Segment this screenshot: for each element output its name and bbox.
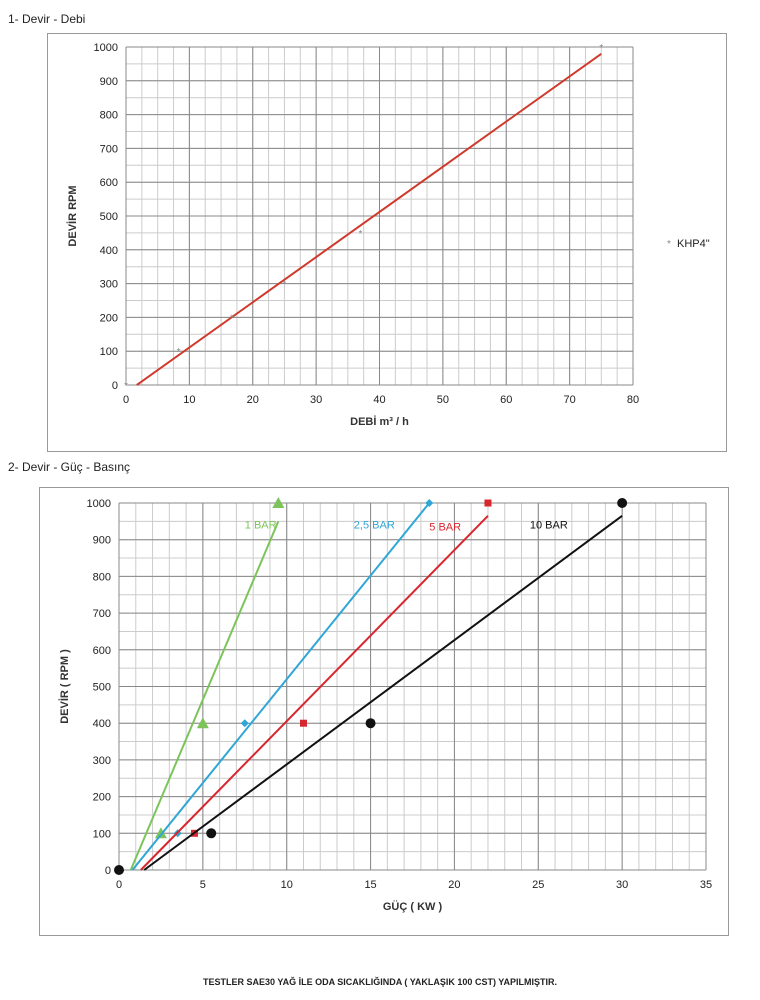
y-tick-label: 100 <box>100 346 118 358</box>
y-axis-label: DEVİR RPM <box>66 185 79 246</box>
x-tick-label: 20 <box>448 879 460 891</box>
trend-line <box>131 502 431 871</box>
data-point <box>154 827 167 839</box>
x-tick-label: 30 <box>310 394 322 406</box>
data-point <box>299 719 307 727</box>
y-tick-label: 500 <box>93 682 111 694</box>
x-axis-label: GÜÇ ( KW ) <box>383 900 443 913</box>
y-tick-label: 800 <box>100 110 118 122</box>
chart-frame-2 <box>39 487 729 936</box>
data-point: * <box>599 43 603 54</box>
series-label: 10 BAR <box>530 520 568 532</box>
y-tick-label: 0 <box>105 865 111 877</box>
data-point <box>206 828 217 839</box>
y-tick-label: 600 <box>93 645 111 657</box>
legend-label: KHP4" <box>677 238 710 250</box>
data-point <box>425 499 434 507</box>
data-point: * <box>282 280 286 291</box>
y-tick-label: 700 <box>100 143 118 155</box>
y-tick-label: 400 <box>93 718 111 730</box>
series-label: 1 BAR <box>245 520 277 532</box>
y-tick-label: 500 <box>100 211 118 223</box>
y-tick-label: 300 <box>93 755 111 767</box>
data-point <box>272 497 285 508</box>
y-tick-label: 1000 <box>87 498 111 510</box>
x-tick-label: 10 <box>183 394 195 406</box>
y-tick-label: 900 <box>93 535 111 547</box>
y-tick-label: 800 <box>93 571 111 583</box>
data-point: * <box>124 381 128 392</box>
y-tick-label: 300 <box>100 279 118 291</box>
x-tick-label: 25 <box>532 879 544 891</box>
section-title-2: 2- Devir - Güç - Basınç <box>8 460 131 474</box>
x-axis-label: DEBİ m³ / h <box>350 415 409 428</box>
legend-marker: * <box>667 239 671 250</box>
trend-line <box>140 515 489 871</box>
data-point: * <box>230 313 234 324</box>
footer-note: TESTLER SAE30 YAĞ İLE ODA SICAKLIĞINDA (… <box>203 977 557 987</box>
trend-line <box>129 520 280 871</box>
y-tick-label: 100 <box>93 828 111 840</box>
chart-frame-1 <box>47 33 727 452</box>
x-tick-label: 40 <box>373 394 385 406</box>
y-tick-label: 0 <box>112 380 118 392</box>
trend-line <box>143 515 623 871</box>
y-axis-label: DEVİR ( RPM ) <box>58 649 71 724</box>
data-point <box>240 719 249 728</box>
x-tick-label: 35 <box>700 879 712 891</box>
x-tick-label: 30 <box>616 879 628 891</box>
data-point <box>484 499 492 507</box>
x-tick-label: 80 <box>627 394 639 406</box>
y-tick-label: 200 <box>100 312 118 324</box>
y-tick-label: 200 <box>93 792 111 804</box>
y-tick-label: 600 <box>100 177 118 189</box>
x-tick-label: 60 <box>500 394 512 406</box>
x-tick-label: 70 <box>564 394 576 406</box>
data-point <box>196 717 209 729</box>
x-tick-label: 15 <box>364 879 376 891</box>
data-point <box>365 718 376 729</box>
y-tick-label: 400 <box>100 245 118 257</box>
series-label: 2,5 BAR <box>354 520 395 532</box>
x-tick-label: 5 <box>200 879 206 891</box>
section-title-1: 1- Devir - Debi <box>8 12 86 26</box>
trend-line <box>136 52 602 386</box>
data-point: * <box>359 229 363 240</box>
data-point: * <box>177 347 181 358</box>
x-tick-label: 0 <box>116 879 122 891</box>
x-tick-label: 10 <box>281 879 293 891</box>
x-tick-label: 50 <box>437 394 449 406</box>
y-tick-label: 700 <box>93 608 111 620</box>
data-point <box>114 865 124 875</box>
data-point <box>617 498 628 508</box>
x-tick-label: 20 <box>247 394 259 406</box>
y-tick-label: 1000 <box>94 42 118 54</box>
series-label: 5 BAR <box>429 522 461 534</box>
x-tick-label: 0 <box>123 394 129 406</box>
y-tick-label: 900 <box>100 76 118 88</box>
